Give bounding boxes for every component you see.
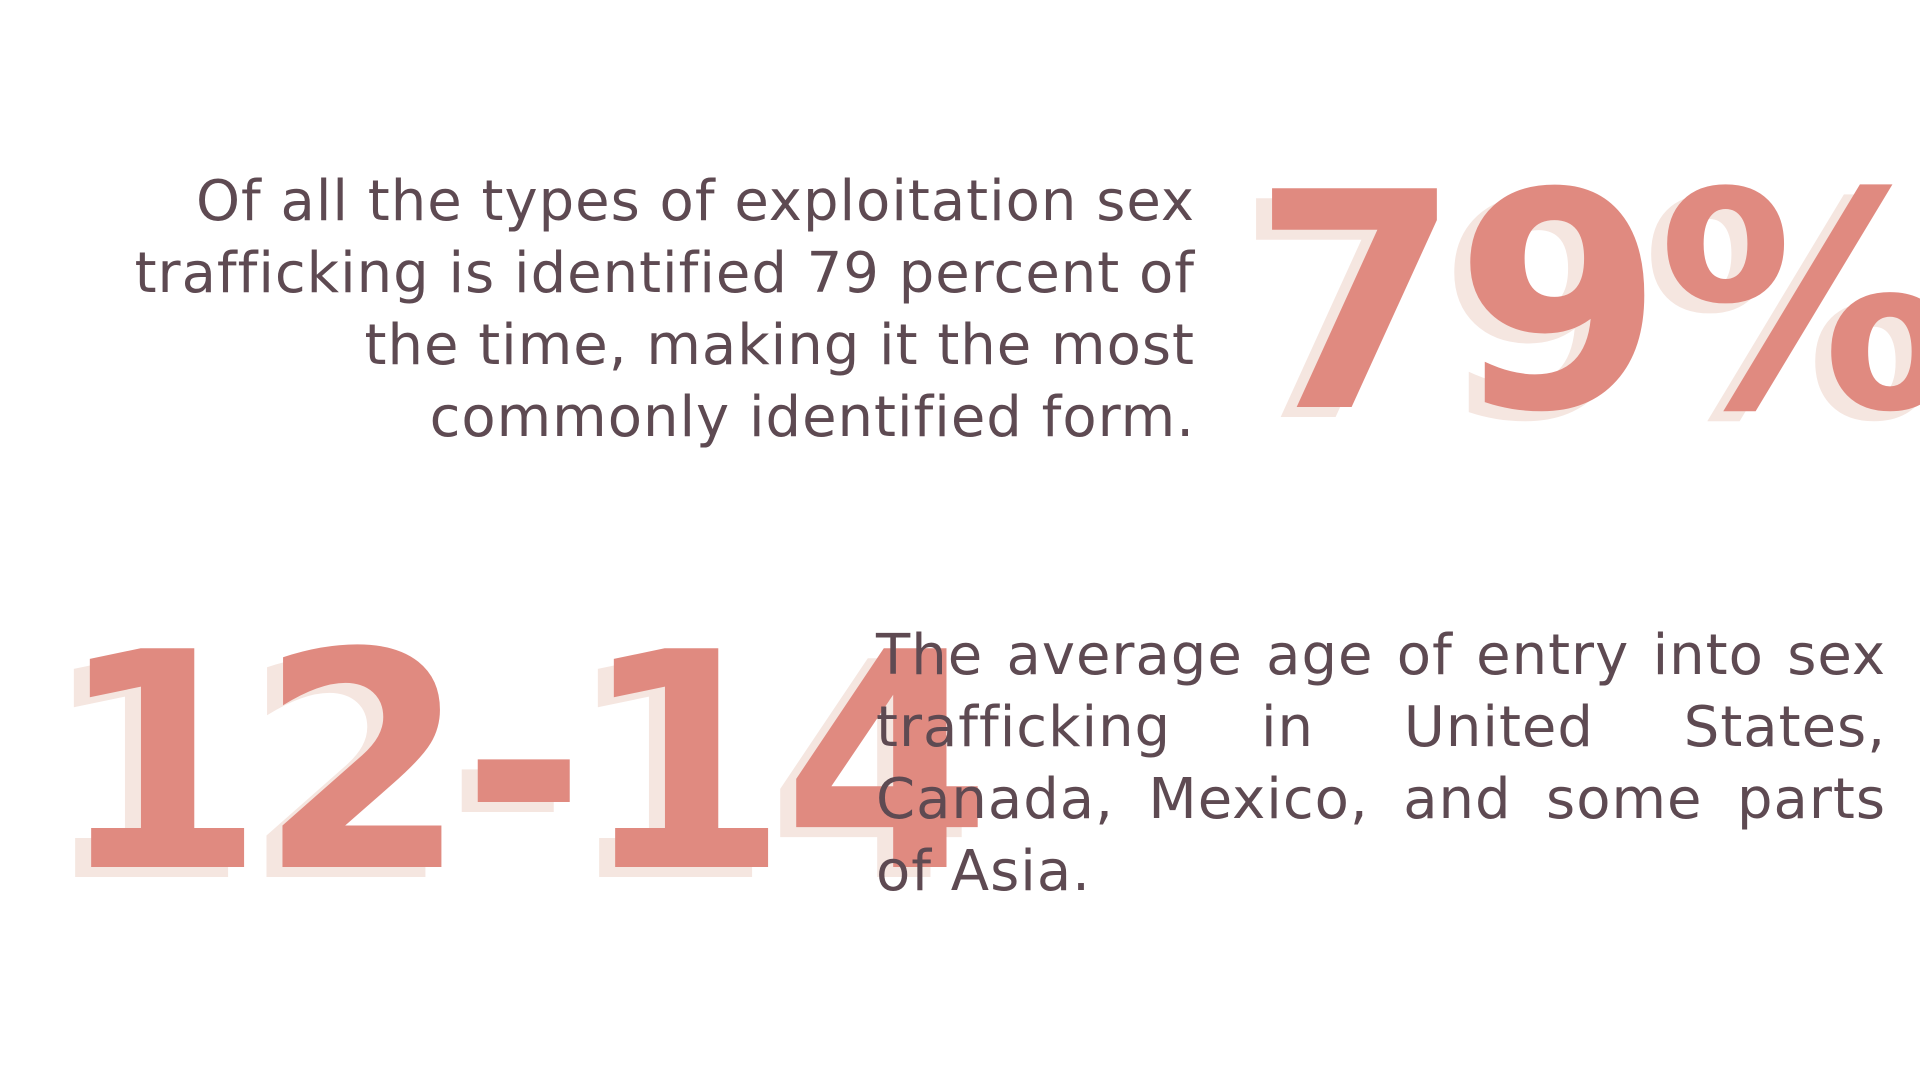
stat-description: Of all the types of exploitation sex tra… [134,169,1195,450]
stat-value: 79% [1252,129,1920,478]
stat-value: 12-14 [56,589,991,938]
stat-block-sex-trafficking-share: Of all the types of exploitation sex tra… [0,150,1920,480]
stat-description: The average age of entry into sex traffi… [876,623,1886,904]
stat-block-age-of-entry: 12-14 The average age of entry into sex … [0,610,1920,940]
